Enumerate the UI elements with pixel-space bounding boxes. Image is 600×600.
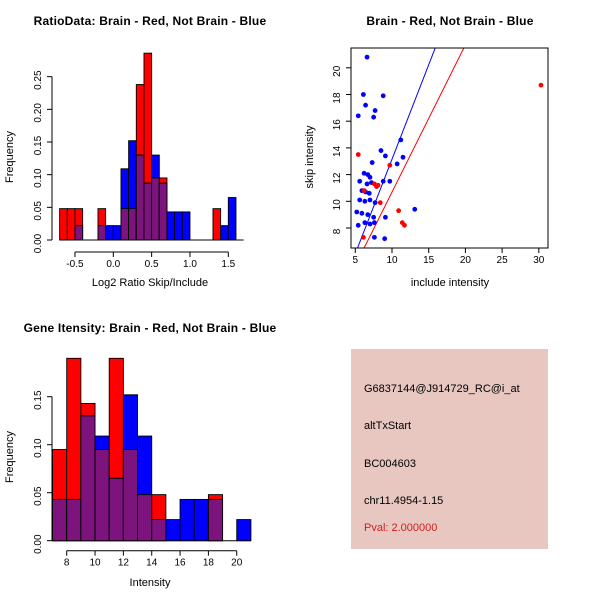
svg-text:0.20: 0.20 — [33, 103, 44, 123]
probe-id-text: G6837144@J914729_RC@i_at — [364, 383, 520, 395]
svg-text:0.00: 0.00 — [33, 534, 44, 554]
gene-intensity-histogram-title: Gene Itensity: Brain - Red, Not Brain - … — [23, 321, 277, 335]
locus-text: chr11.4954-1.15 — [364, 495, 444, 507]
svg-text:1.0: 1.0 — [183, 259, 197, 270]
svg-text:5: 5 — [353, 255, 359, 266]
accession-text: BC004603 — [364, 458, 416, 470]
intensity-scatter-title: Brain - Red, Not Brain - Blue — [366, 14, 534, 28]
svg-text:0.10: 0.10 — [33, 168, 44, 188]
svg-text:16: 16 — [332, 119, 343, 131]
svg-text:0.05: 0.05 — [33, 201, 44, 221]
svg-text:14: 14 — [146, 558, 158, 569]
gene-intensity-histogram-plot: 0.00 0.05 0.10 0.15 8 10 12 14 16 18 20 — [33, 357, 252, 569]
panel-ratio-histogram: 0.00 0.05 0.10 0.15 0.20 0.25 -0.5 0.0 0.5 1.0 1.5… — [0, 0, 300, 300]
svg-text:0.25: 0.25 — [33, 70, 44, 90]
ratio-histogram-plot: 0.00 0.05 0.10 0.15 0.20 0.25 -0.5 0.0 0.5 1.0 1.5 — [33, 52, 244, 270]
svg-text:20: 20 — [231, 558, 243, 569]
svg-text:18: 18 — [203, 558, 215, 569]
svg-text:14: 14 — [332, 145, 343, 157]
svg-text:16: 16 — [174, 558, 186, 569]
gene-intensity-histogram-xlabel: Intensity — [129, 577, 171, 589]
pval-text: Pval: 2.000000 — [364, 522, 438, 534]
intensity-scatter-ylabel: skip intensity — [304, 125, 316, 189]
svg-text:8: 8 — [332, 228, 343, 234]
panel-intensity-scatter: 5 10 15 20 25 30 8 10 12 14 16 18 20 Brain - Red, No… — [300, 0, 600, 300]
ratio-histogram-ylabel: Frequency — [4, 131, 16, 183]
svg-text:10: 10 — [89, 558, 101, 569]
svg-text:20: 20 — [332, 65, 343, 77]
svg-text:20: 20 — [460, 255, 472, 266]
svg-text:12: 12 — [332, 172, 343, 184]
svg-text:30: 30 — [533, 255, 545, 266]
intensity-scatter-plot: 5 10 15 20 25 30 8 10 12 14 16 18 20 — [332, 47, 549, 266]
ratio-histogram-xlabel: Log2 Ratio Skip/Include — [91, 277, 209, 289]
svg-text:-0.5: -0.5 — [66, 259, 84, 270]
svg-text:0.15: 0.15 — [33, 390, 44, 410]
intensity-scatter-xlabel: include intensity — [410, 277, 490, 289]
panel-gene-intensity-histogram: 0.00 0.05 0.10 0.15 8 10 12 14 16 18 20 Gene Itens… — [0, 300, 300, 600]
panel-gene-info: G6837144@J914729_RC@i_at altTxStart BC00… — [300, 300, 600, 600]
svg-text:0.00: 0.00 — [33, 233, 44, 253]
svg-text:0.0: 0.0 — [106, 259, 120, 270]
svg-text:0.15: 0.15 — [33, 135, 44, 155]
svg-text:8: 8 — [64, 558, 70, 569]
event-type-text: altTxStart — [364, 420, 412, 432]
svg-text:0.10: 0.10 — [33, 438, 44, 458]
svg-text:15: 15 — [423, 255, 435, 266]
svg-text:25: 25 — [497, 255, 509, 266]
svg-text:12: 12 — [118, 558, 130, 569]
svg-text:18: 18 — [332, 92, 343, 104]
svg-text:0.5: 0.5 — [145, 259, 159, 270]
svg-text:10: 10 — [386, 255, 398, 266]
gene-info-box: G6837144@J914729_RC@i_at altTxStart BC00… — [351, 349, 548, 549]
svg-text:1.5: 1.5 — [221, 259, 235, 270]
svg-text:10: 10 — [332, 199, 343, 211]
svg-text:0.05: 0.05 — [33, 486, 44, 506]
gene-intensity-histogram-ylabel: Frequency — [4, 431, 16, 483]
ratio-histogram-title: RatioData: Brain - Red, Not Brain - Blue — [33, 14, 267, 28]
